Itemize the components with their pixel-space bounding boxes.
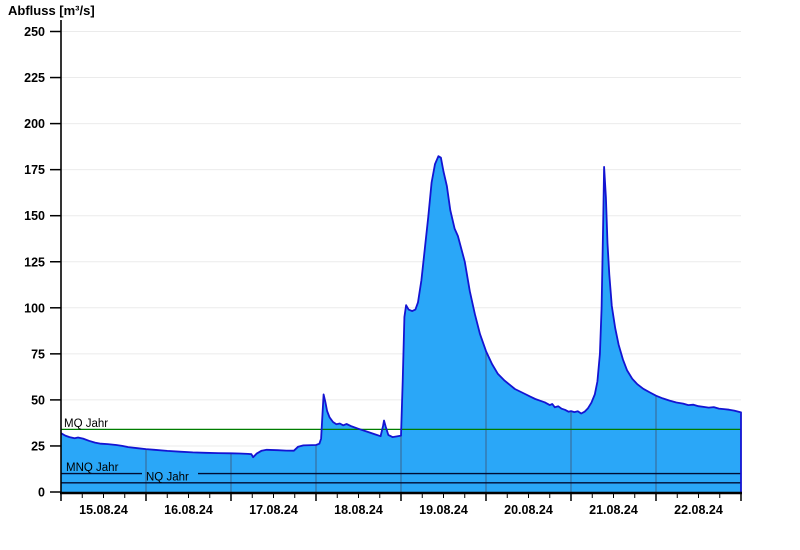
reference-line-label: MQ Jahr: [64, 418, 108, 430]
x-tick-label: 16.08.24: [164, 503, 213, 517]
y-tick-label: 50: [31, 393, 45, 407]
discharge-line: [60, 155, 742, 492]
y-tick-label: 175: [24, 163, 45, 177]
y-tick-label: 0: [38, 486, 45, 500]
y-tick-label: 125: [24, 255, 45, 269]
reference-line-label: MNQ Jahr: [66, 462, 119, 474]
reference-line-label: NQ Jahr: [146, 471, 189, 483]
y-tick-label: 225: [24, 71, 45, 85]
discharge-area: [61, 156, 741, 492]
x-tick-label: 19.08.24: [419, 503, 468, 517]
chart-title: Abfluss [m³/s]: [8, 3, 95, 18]
x-tick-label: 17.08.24: [249, 503, 298, 517]
y-tick-label: 150: [24, 209, 45, 223]
x-tick-label: 22.08.24: [674, 503, 723, 517]
y-tick-label: 75: [31, 347, 45, 361]
x-tick-label: 18.08.24: [334, 503, 383, 517]
y-tick-label: 200: [24, 117, 45, 131]
x-tick-label: 15.08.24: [79, 503, 128, 517]
y-tick-label: 25: [31, 439, 45, 453]
y-tick-label: 250: [24, 25, 45, 39]
x-tick-label: 20.08.24: [504, 503, 553, 517]
x-tick-label: 21.08.24: [589, 503, 638, 517]
y-tick-label: 100: [24, 301, 45, 315]
